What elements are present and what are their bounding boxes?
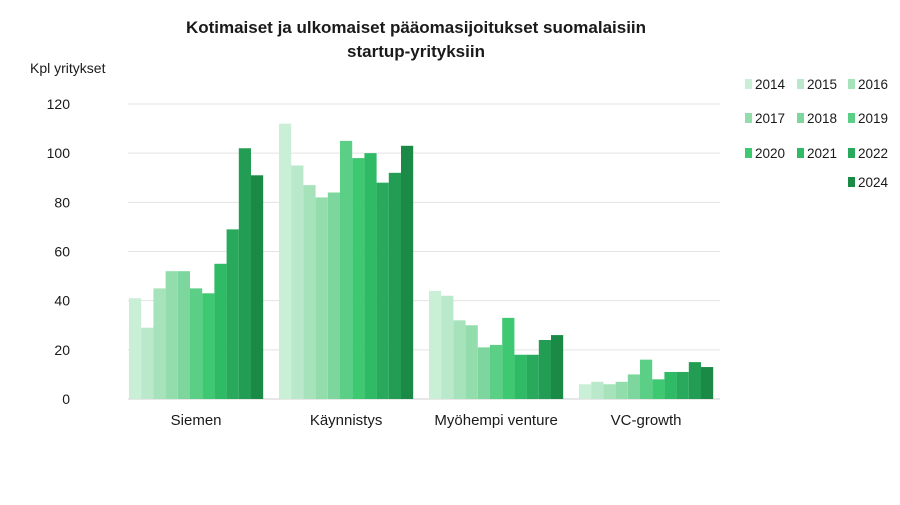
bar-vc-growth-2023: [688, 362, 701, 399]
bar-siemen-2024: [251, 175, 264, 399]
bar-siemen-2020: [202, 293, 215, 399]
legend-label: 2024: [858, 175, 889, 190]
y-tick-label: 100: [47, 145, 71, 161]
legend-label: 2019: [858, 111, 888, 126]
bar-siemen-2018: [177, 271, 190, 399]
bar-myöhempi-venture-2016: [453, 320, 466, 399]
chart-title-line-2: startup-yrityksiin: [347, 42, 485, 61]
bars: [129, 123, 714, 400]
bar-vc-growth-2018: [627, 374, 640, 399]
bar-myöhempi-venture-2021: [514, 354, 527, 399]
legend-swatch: [848, 177, 855, 187]
bar-käynnistys-2019: [340, 140, 353, 399]
bar-käynnistys-2023: [388, 172, 401, 399]
legend-label: 2022: [858, 146, 888, 161]
bar-siemen-2015: [141, 327, 154, 399]
legend: 2014 2015 2016 2017 2018 2019 2020 2021 2022 2024: [745, 77, 889, 190]
legend-swatch: [797, 148, 804, 158]
bar-vc-growth-2020: [652, 379, 665, 399]
bar-käynnistys-2016: [303, 185, 316, 399]
bar-myöhempi-venture-2024: [551, 335, 564, 399]
category-label: Myöhempi venture: [434, 412, 557, 429]
legend-label: 2018: [807, 111, 837, 126]
bar-käynnistys-2015: [291, 165, 304, 399]
legend-swatch: [745, 148, 752, 158]
bar-myöhempi-venture-2022: [526, 354, 539, 399]
bar-vc-growth-2015: [591, 381, 604, 399]
bar-käynnistys-2024: [401, 145, 414, 399]
legend-label: 2017: [755, 111, 785, 126]
y-tick-label: 80: [54, 194, 70, 210]
bar-käynnistys-2017: [315, 197, 328, 399]
legend-swatch: [745, 79, 752, 89]
legend-swatch: [848, 113, 855, 123]
bar-siemen-2017: [165, 271, 178, 399]
bar-myöhempi-venture-2015: [441, 295, 454, 399]
bar-käynnistys-2014: [279, 123, 292, 400]
y-tick-label: 0: [62, 391, 70, 407]
y-tick-label: 120: [47, 96, 71, 112]
bar-myöhempi-venture-2018: [477, 347, 490, 399]
bar-myöhempi-venture-2020: [502, 317, 515, 399]
bar-siemen-2022: [226, 229, 239, 399]
bar-käynnistys-2018: [327, 192, 340, 399]
legend-swatch: [797, 113, 804, 123]
legend-label: 2015: [807, 77, 837, 92]
bar-vc-growth-2021: [664, 371, 677, 399]
y-tick-label: 40: [54, 293, 70, 309]
legend-label: 2021: [807, 146, 837, 161]
bar-siemen-2021: [214, 263, 227, 399]
bar-myöhempi-venture-2017: [465, 325, 478, 399]
category-labels: Siemen Käynnistys Myöhempi venture VC-growt…: [171, 412, 682, 429]
bar-vc-growth-2017: [615, 381, 628, 399]
bar-vc-growth-2016: [603, 384, 616, 399]
bar-siemen-2023: [238, 148, 251, 399]
bar-siemen-2016: [153, 288, 166, 399]
legend-label: 2014: [755, 77, 786, 92]
y-axis-ticks: 0 20 40 60 80 100 120: [47, 96, 71, 407]
bar-käynnistys-2022: [376, 182, 389, 399]
bar-siemen-2014: [129, 298, 142, 399]
legend-label: 2020: [755, 146, 785, 161]
legend-swatch: [745, 113, 752, 123]
bar-myöhempi-venture-2014: [429, 290, 442, 399]
category-label: Käynnistys: [310, 412, 383, 429]
legend-label: 2016: [858, 77, 888, 92]
bar-vc-growth-2019: [640, 359, 653, 399]
bar-myöhempi-venture-2019: [490, 344, 503, 399]
category-label: VC-growth: [611, 412, 682, 429]
bar-vc-growth-2024: [701, 367, 714, 399]
bar-käynnistys-2021: [364, 153, 377, 399]
bar-käynnistys-2020: [352, 158, 365, 399]
category-label: Siemen: [171, 412, 222, 429]
bar-vc-growth-2014: [579, 384, 592, 399]
bar-myöhempi-venture-2023: [538, 340, 551, 399]
y-tick-label: 60: [54, 244, 70, 260]
y-tick-label: 20: [54, 342, 70, 358]
bar-siemen-2019: [190, 288, 203, 399]
legend-swatch: [848, 148, 855, 158]
chart-title-line-1: Kotimaiset ja ulkomaiset pääomasijoituks…: [186, 18, 646, 37]
bar-vc-growth-2022: [676, 371, 689, 399]
legend-swatch: [848, 79, 855, 89]
legend-swatch: [797, 79, 804, 89]
y-axis-label: Kpl yritykset: [30, 60, 106, 76]
